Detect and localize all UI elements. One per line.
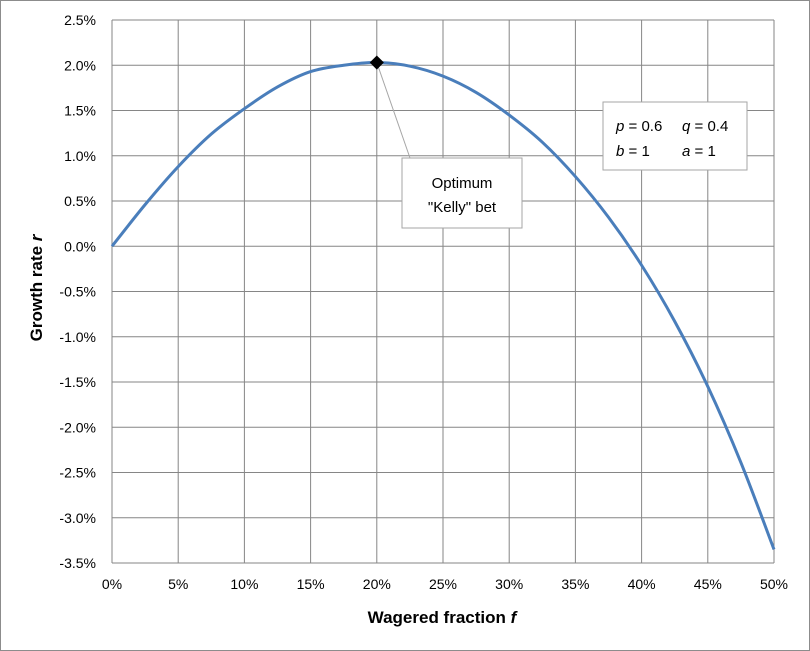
y-tick-label: 1.0% <box>64 148 96 164</box>
y-tick-labels: 2.5% 2.0% 1.5% 1.0% 0.5% 0.0% -0.5% -1.0% -1.5% -… <box>59 12 96 571</box>
x-tick-label: 40% <box>628 576 656 592</box>
x-tick-label: 5% <box>168 576 188 592</box>
x-tick-label: 30% <box>495 576 523 592</box>
y-tick-label: -1.0% <box>59 329 96 345</box>
y-tick-label: 2.5% <box>64 12 96 28</box>
callout-connector <box>376 62 411 159</box>
x-tick-label: 10% <box>230 576 258 592</box>
parameter-box-frame <box>602 101 748 171</box>
y-tick-label: -2.0% <box>59 419 96 435</box>
growth-rate-curve <box>110 61 776 550</box>
y-tick-label: -0.5% <box>59 284 96 300</box>
optimum-marker <box>369 55 384 70</box>
x-tick-label: 50% <box>760 576 788 592</box>
kelly-callout-box <box>401 157 523 229</box>
param-q: q = 0.4 <box>682 118 728 135</box>
grid <box>111 19 775 564</box>
y-tick-label: 0.0% <box>64 238 96 254</box>
x-tick-label: 35% <box>561 576 589 592</box>
y-axis-title: Growth rate r <box>27 233 46 341</box>
param-b: b = 1 <box>616 143 650 160</box>
y-tick-label: -3.0% <box>59 510 96 526</box>
x-tick-label: 0% <box>102 576 122 592</box>
y-tick-label: 0.5% <box>64 193 96 209</box>
x-tick-label: 45% <box>694 576 722 592</box>
y-tick-label: 2.0% <box>64 57 96 73</box>
y-tick-label: -1.5% <box>59 374 96 390</box>
y-tick-label: -2.5% <box>59 465 96 481</box>
kelly-callout: Optimum "Kelly" bet <box>401 157 523 229</box>
x-tick-label: 20% <box>363 576 391 592</box>
parameter-box: p = 0.6 q = 0.4 b = 1 a = 1 <box>602 101 748 171</box>
x-axis-title: Wagered fraction f <box>368 608 519 627</box>
y-tick-label: 1.5% <box>64 103 96 119</box>
x-tick-labels: 0% 5% 10% 15% 20% 25% 30% 35% 40% 45% 50% <box>102 576 788 592</box>
callout-line-2: "Kelly" bet <box>428 199 497 216</box>
x-tick-label: 25% <box>429 576 457 592</box>
callout-line-1: Optimum <box>432 175 493 192</box>
y-tick-label: -3.5% <box>59 555 96 571</box>
x-tick-label: 15% <box>297 576 325 592</box>
param-a: a = 1 <box>682 143 716 160</box>
param-p: p = 0.6 <box>615 118 662 135</box>
